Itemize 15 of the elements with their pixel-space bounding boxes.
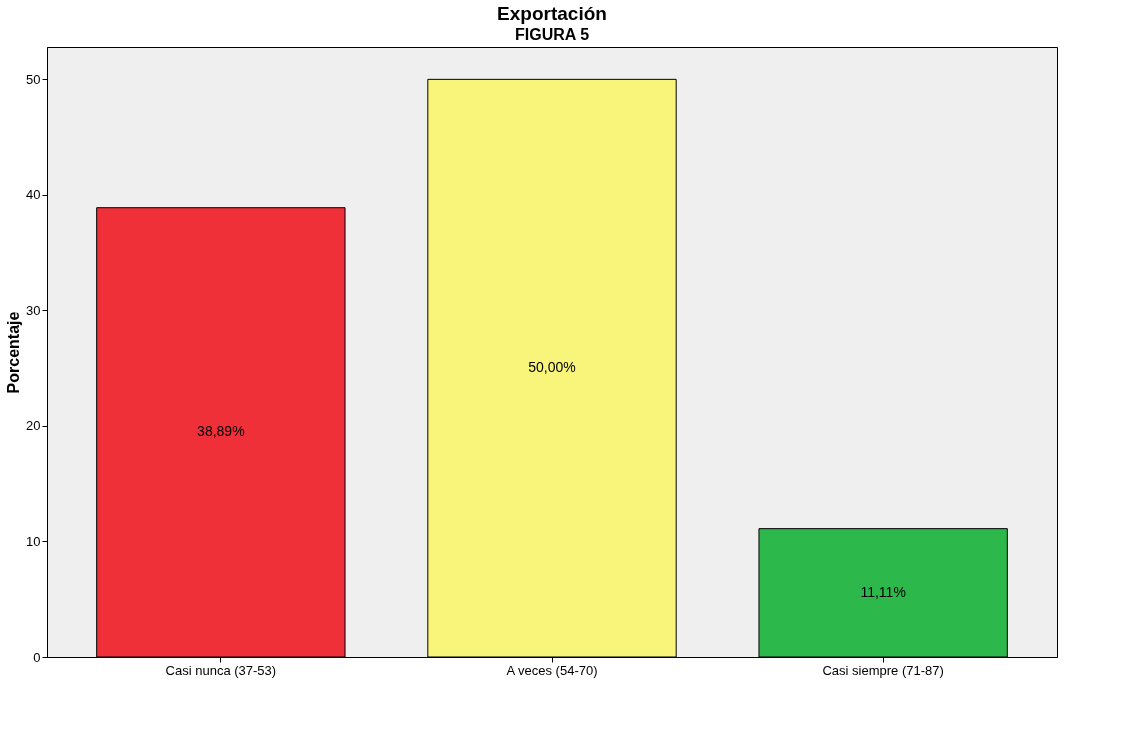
text: FIGURA 5 <box>514 26 590 43</box>
y-axis-title: Porcentaje <box>5 311 23 394</box>
y-tick-label: 40 <box>26 187 41 203</box>
y-tick-label: 30 <box>26 302 41 318</box>
y-tick-label: 10 <box>26 533 41 549</box>
data-label: 50,00% <box>528 359 576 376</box>
x-tick-label: A veces (54-70) <box>506 662 598 678</box>
chart-title: Exportación <box>497 3 607 24</box>
y-tick-label: 50 <box>26 71 41 87</box>
data-label: 11,11% <box>860 583 906 600</box>
x-tick-label: Casi nunca (37-53) <box>165 662 277 678</box>
y-tick-label: 20 <box>26 418 41 434</box>
x-tick-label: Casi siempre (71-87) <box>822 662 944 678</box>
y-tick-label: 0 <box>33 649 41 665</box>
data-label: 38,89% <box>197 423 245 440</box>
